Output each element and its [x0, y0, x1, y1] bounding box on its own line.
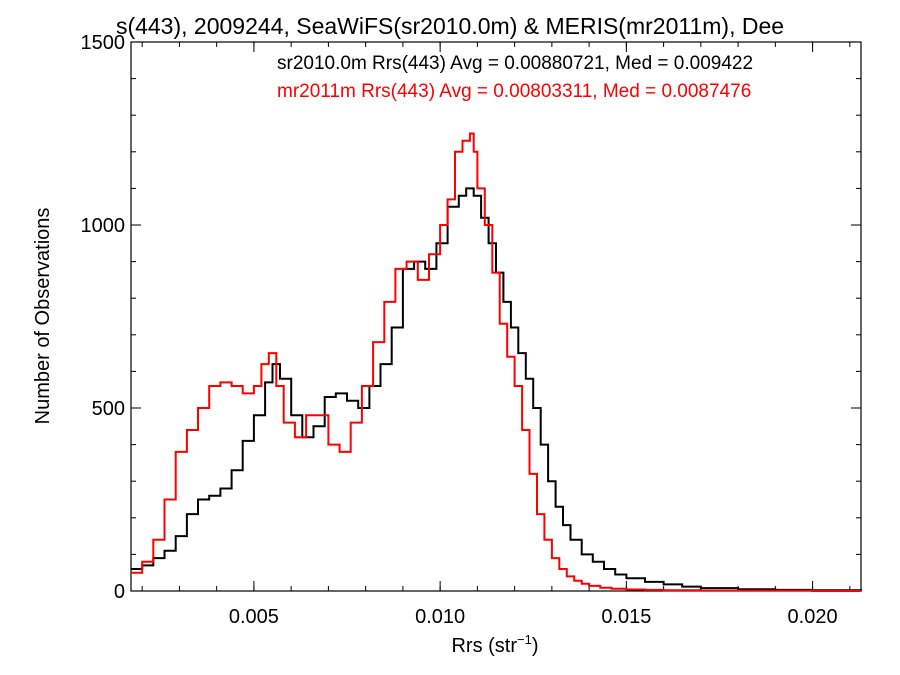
series-line-mr2011m — [131, 132, 861, 592]
legend: sr2010.0m Rrs(443) Avg = 0.00880721, Med… — [277, 53, 753, 102]
y-tick-label: 0 — [114, 581, 125, 603]
y-tick-label: 1000 — [81, 215, 126, 237]
x-tick-label: 0.015 — [601, 606, 651, 628]
plot-area: 0.005 0.010 0.015 0.020 0 500 1000 1500 — [81, 32, 862, 628]
y-axis-ticks: 0 500 1000 1500 — [81, 32, 861, 603]
x-axis-label-superscript: −1 — [517, 632, 532, 647]
x-tick-label: 0.020 — [788, 606, 838, 628]
x-tick-label: 0.010 — [415, 606, 465, 628]
x-axis-ticks: 0.005 0.010 0.015 0.020 — [141, 42, 851, 628]
chart-title: s(443), 2009244, SeaWiFS(sr2010.0m) & ME… — [116, 13, 784, 39]
legend-entry-mr2011: mr2011m Rrs(443) Avg = 0.00803311, Med =… — [277, 81, 751, 102]
x-tick-label: 0.005 — [229, 606, 279, 628]
x-axis-label: Rrs (str−1) — [451, 632, 538, 657]
y-tick-label: 1500 — [81, 32, 126, 54]
series-line-sr2010.0m — [131, 187, 862, 592]
legend-entry-sr2010: sr2010.0m Rrs(443) Avg = 0.00880721, Med… — [277, 53, 753, 74]
series-layer — [131, 132, 862, 592]
y-tick-label: 500 — [92, 398, 125, 420]
y-axis-label: Number of Observations — [32, 208, 54, 425]
plot-frame — [130, 41, 862, 592]
